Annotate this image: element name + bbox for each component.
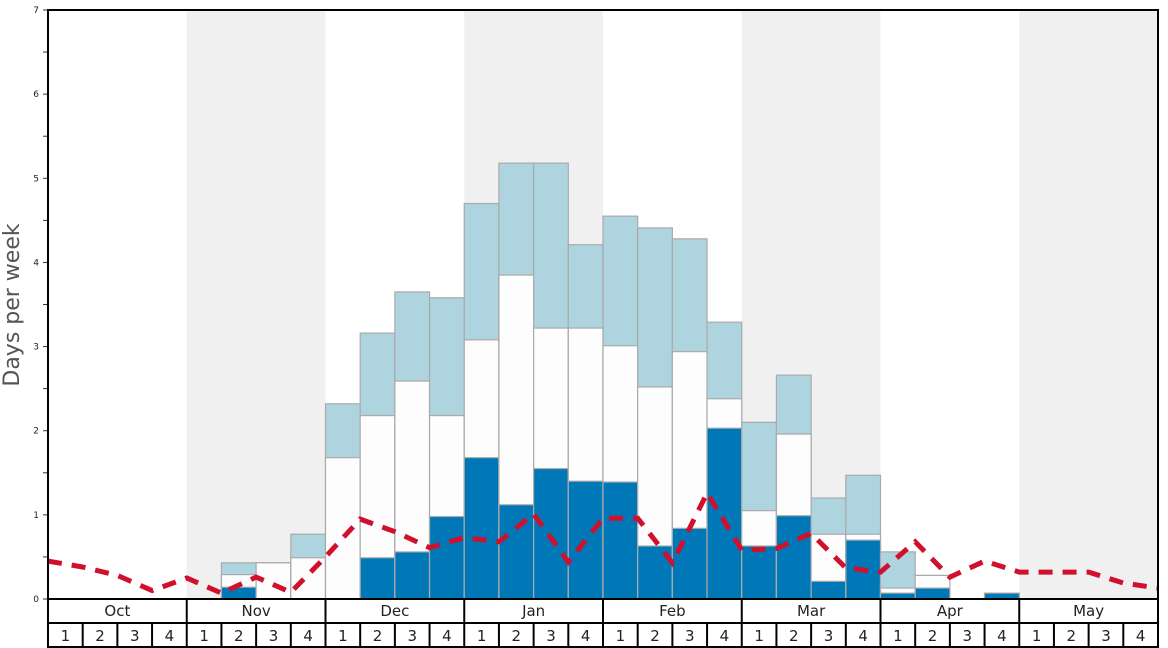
week-label: 2 xyxy=(373,627,383,645)
month-label-may: May xyxy=(1073,602,1104,620)
bar-segment xyxy=(567,480,604,600)
bar-segment xyxy=(671,527,708,600)
week-label: 1 xyxy=(1032,627,1042,645)
shade-nov xyxy=(186,10,326,599)
week-label: 2 xyxy=(512,627,522,645)
week-label: 1 xyxy=(338,627,348,645)
week-label: 4 xyxy=(581,627,591,645)
month-label-mar: Mar xyxy=(797,602,826,620)
week-label: 1 xyxy=(477,627,487,645)
week-label: 4 xyxy=(165,627,175,645)
week-label: 4 xyxy=(997,627,1007,645)
bar-segment xyxy=(706,427,743,600)
month-label-jan: Jan xyxy=(521,602,545,620)
week-label: 2 xyxy=(1067,627,1077,645)
week-label: 2 xyxy=(789,627,799,645)
week-label: 3 xyxy=(685,627,695,645)
week-label: 1 xyxy=(754,627,764,645)
month-label-dec: Dec xyxy=(380,602,409,620)
week-label: 4 xyxy=(303,627,313,645)
week-label: 2 xyxy=(234,627,244,645)
week-label: 1 xyxy=(893,627,903,645)
plot-frame xyxy=(47,9,1159,600)
y-tick-label: 4 xyxy=(33,258,39,268)
month-label-nov: Nov xyxy=(241,602,270,620)
y-tick-label: 7 xyxy=(33,6,39,16)
bar-segment xyxy=(498,504,535,600)
week-label: 3 xyxy=(407,627,417,645)
week-label: 4 xyxy=(858,627,868,645)
bar-segment xyxy=(602,481,639,600)
month-label-oct: Oct xyxy=(104,602,130,620)
week-label: 3 xyxy=(546,627,556,645)
x-axis-month-week: Oct 1 2 3 4 Nov 1 2 3 4 Dec 1 2 3 4 Jan 1 2 3 4 Feb 1 2 3 4 Mar 1 2… xyxy=(47,598,1159,648)
y-tick-label: 5 xyxy=(33,174,39,184)
week-label: 4 xyxy=(442,627,452,645)
red-dashed-line xyxy=(47,487,1159,596)
y-tick-label: 3 xyxy=(33,343,39,353)
y-tick-label: 0 xyxy=(33,595,39,605)
bar-segment xyxy=(394,551,431,600)
bar-segment xyxy=(359,557,396,600)
y-axis-label: Days per week xyxy=(0,223,25,386)
week-label: 2 xyxy=(95,627,105,645)
bar-segment xyxy=(741,545,778,600)
week-label: 4 xyxy=(720,627,730,645)
y-axis: 0 1 2 3 4 5 6 7 xyxy=(33,6,48,605)
week-label: 4 xyxy=(1136,627,1146,645)
week-label: 2 xyxy=(928,627,938,645)
bar-segment xyxy=(220,586,257,600)
month-label-feb: Feb xyxy=(659,602,686,620)
week-label: 3 xyxy=(1101,627,1111,645)
bar-segment xyxy=(463,457,500,600)
week-label: 3 xyxy=(962,627,972,645)
bar-segment xyxy=(324,457,361,600)
shade-may xyxy=(1019,10,1158,599)
bar-segment xyxy=(914,587,951,600)
week-label: 3 xyxy=(130,627,140,645)
month-label-apr: Apr xyxy=(937,602,964,620)
bar-segment xyxy=(810,580,847,600)
y-tick-label: 6 xyxy=(33,90,39,100)
line-series xyxy=(47,487,1159,596)
week-label: 1 xyxy=(616,627,626,645)
stacked-bars xyxy=(220,162,1020,600)
bar-segment xyxy=(428,515,465,600)
y-tick-label: 2 xyxy=(33,427,39,437)
bar-segment xyxy=(775,515,812,600)
week-label: 1 xyxy=(61,627,71,645)
week-label: 1 xyxy=(199,627,209,645)
week-label: 3 xyxy=(269,627,279,645)
y-tick-label: 1 xyxy=(33,511,39,521)
week-label: 3 xyxy=(824,627,834,645)
week-label: 2 xyxy=(650,627,660,645)
